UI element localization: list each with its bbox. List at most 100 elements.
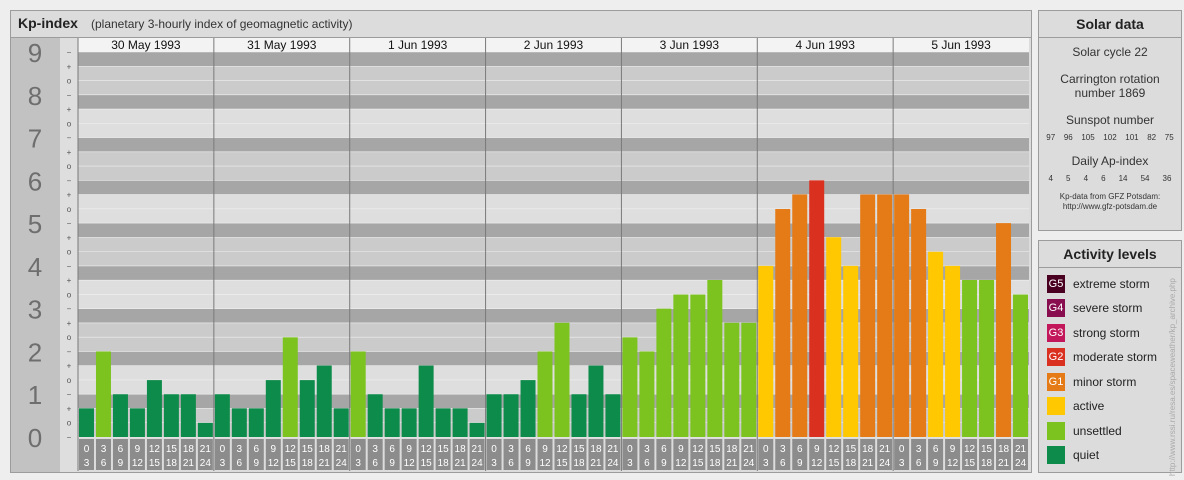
hour-end-label: 21 [862,458,874,469]
y-tick-label: 3 [28,295,42,325]
hour-box [758,439,774,470]
hour-end-label: 18 [981,458,993,469]
kp-bar [316,365,332,437]
hour-start-label: 15 [845,444,857,455]
hour-start-label: 15 [709,444,721,455]
y-subtick-label: − [67,262,72,271]
hour-end-label: 18 [709,458,721,469]
credit-link[interactable]: http://www.gfz-potsdam.de [1062,202,1158,211]
level-g1: G1 minor storm [1047,373,1136,391]
hour-box [843,439,859,470]
hour-start-label: 3 [372,444,378,455]
hour-box [452,439,468,470]
hour-start-label: 0 [220,444,226,455]
kp-bar [350,351,366,437]
kp-band [78,52,1029,67]
hour-start-label: 12 [421,444,433,455]
kp-bar [690,294,706,437]
hour-start-label: 0 [84,444,90,455]
ap-title: Daily Ap-index [1071,154,1149,168]
kp-band [78,351,1029,366]
hour-start-label: 9 [678,444,684,455]
day-label: 4 Jun 1993 [796,38,856,52]
hour-box [197,439,213,470]
level-label: extreme storm [1073,277,1150,291]
kp-bar [452,408,468,437]
hour-start-label: 9 [542,444,548,455]
y-tick-label: 1 [28,380,42,410]
hour-end-label: 18 [302,458,314,469]
hour-end-label: 9 [118,458,124,469]
kp-bar [724,322,740,437]
hour-box [707,439,723,470]
hour-start-label: 3 [101,444,107,455]
sunspot-value: 105 [1081,133,1095,142]
hour-box [741,439,757,470]
hour-end-label: 24 [607,458,619,469]
y-subtick-label: + [67,276,72,285]
level-unsettled: unsettled [1047,422,1122,440]
y-subtick-label: − [67,347,72,356]
day-label: 1 Jun 1993 [388,38,448,52]
hour-box [316,439,332,470]
kp-bar [520,380,536,437]
hour-start-label: 9 [406,444,412,455]
hour-box [79,439,94,470]
kp-bar [656,308,672,437]
hour-box [112,439,128,470]
hour-start-label: 21 [607,444,619,455]
hour-box [163,439,179,470]
sunspot-value: 75 [1164,133,1174,142]
hour-box [299,439,315,470]
hour-start-label: 6 [118,444,124,455]
kp-bar [79,408,94,437]
hour-start-label: 3 [508,444,514,455]
kp-bar [877,194,893,437]
hour-box [979,439,995,470]
hour-box [537,439,553,470]
hour-start-label: 21 [336,444,348,455]
y-subtick-label: + [67,319,72,328]
hour-end-label: 9 [254,458,260,469]
hour-start-label: 6 [661,444,667,455]
hour-box [911,439,927,470]
hour-box [809,439,825,470]
level-swatch: G3 [1047,324,1065,342]
hour-end-label: 6 [372,458,378,469]
kp-bar [95,351,111,437]
hour-end-label: 3 [355,458,361,469]
kp-bar [758,265,774,437]
hour-end-label: 9 [933,458,939,469]
hour-end-label: 9 [661,458,667,469]
hour-box [588,439,604,470]
ap-value: 5 [1066,174,1071,183]
hour-end-label: 24 [472,458,484,469]
hour-end-label: 24 [200,458,212,469]
activity-levels-title: Activity levels [1039,241,1181,268]
kp-bar [163,394,179,437]
level-swatch [1047,422,1065,440]
hour-box [503,439,519,470]
level-label: active [1073,399,1105,413]
hour-start-label: 6 [254,444,260,455]
hour-start-label: 21 [743,444,755,455]
y-subtick-label: − [67,176,72,185]
kp-bar [826,237,842,437]
kp-bar [180,394,196,437]
day-label: 3 Jun 1993 [660,38,720,52]
kp-bar [962,280,978,437]
kp-bar [588,365,604,437]
hour-end-label: 24 [336,458,348,469]
kp-band [78,394,1029,409]
hour-end-label: 15 [964,458,976,469]
kp-bar [231,408,247,437]
hour-end-label: 6 [644,458,650,469]
kp-bar [333,408,349,437]
y-subtick-label: − [67,433,72,442]
hour-start-label: 12 [556,444,568,455]
hour-box [350,439,366,470]
hour-end-label: 6 [237,458,243,469]
hour-start-label: 12 [285,444,297,455]
ap-value: 4 [1083,174,1089,183]
hour-box [877,439,893,470]
